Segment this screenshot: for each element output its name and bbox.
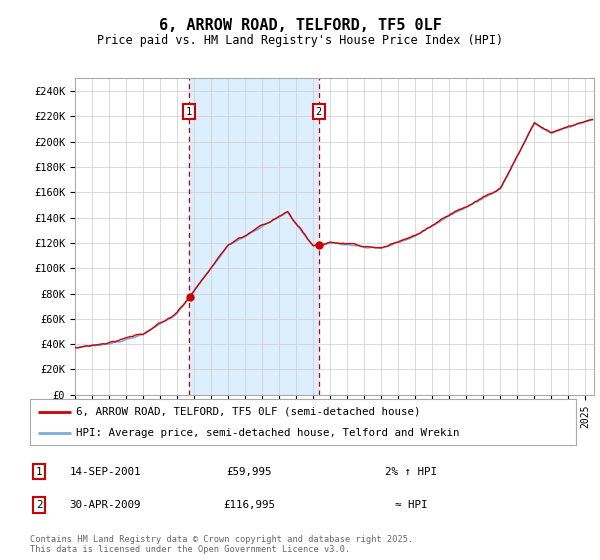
Bar	[189, 78, 319, 395]
Text: 1: 1	[36, 466, 42, 477]
Text: Price paid vs. HM Land Registry's House Price Index (HPI): Price paid vs. HM Land Registry's House …	[97, 34, 503, 47]
Text: 2: 2	[36, 500, 42, 510]
Text: 2% ↑ HPI: 2% ↑ HPI	[385, 466, 437, 477]
Text: £59,995: £59,995	[226, 466, 272, 477]
Text: £116,995: £116,995	[223, 500, 275, 510]
Text: ≈ HPI: ≈ HPI	[395, 500, 427, 510]
Text: 30-APR-2009: 30-APR-2009	[69, 500, 141, 510]
Text: 1: 1	[186, 106, 193, 116]
Text: 6, ARROW ROAD, TELFORD, TF5 0LF: 6, ARROW ROAD, TELFORD, TF5 0LF	[158, 18, 442, 32]
Text: 6, ARROW ROAD, TELFORD, TF5 0LF (semi-detached house): 6, ARROW ROAD, TELFORD, TF5 0LF (semi-de…	[76, 407, 421, 417]
Text: HPI: Average price, semi-detached house, Telford and Wrekin: HPI: Average price, semi-detached house,…	[76, 428, 460, 438]
Text: Contains HM Land Registry data © Crown copyright and database right 2025.
This d: Contains HM Land Registry data © Crown c…	[30, 535, 413, 554]
Text: 2: 2	[316, 106, 322, 116]
Text: 14-SEP-2001: 14-SEP-2001	[69, 466, 141, 477]
